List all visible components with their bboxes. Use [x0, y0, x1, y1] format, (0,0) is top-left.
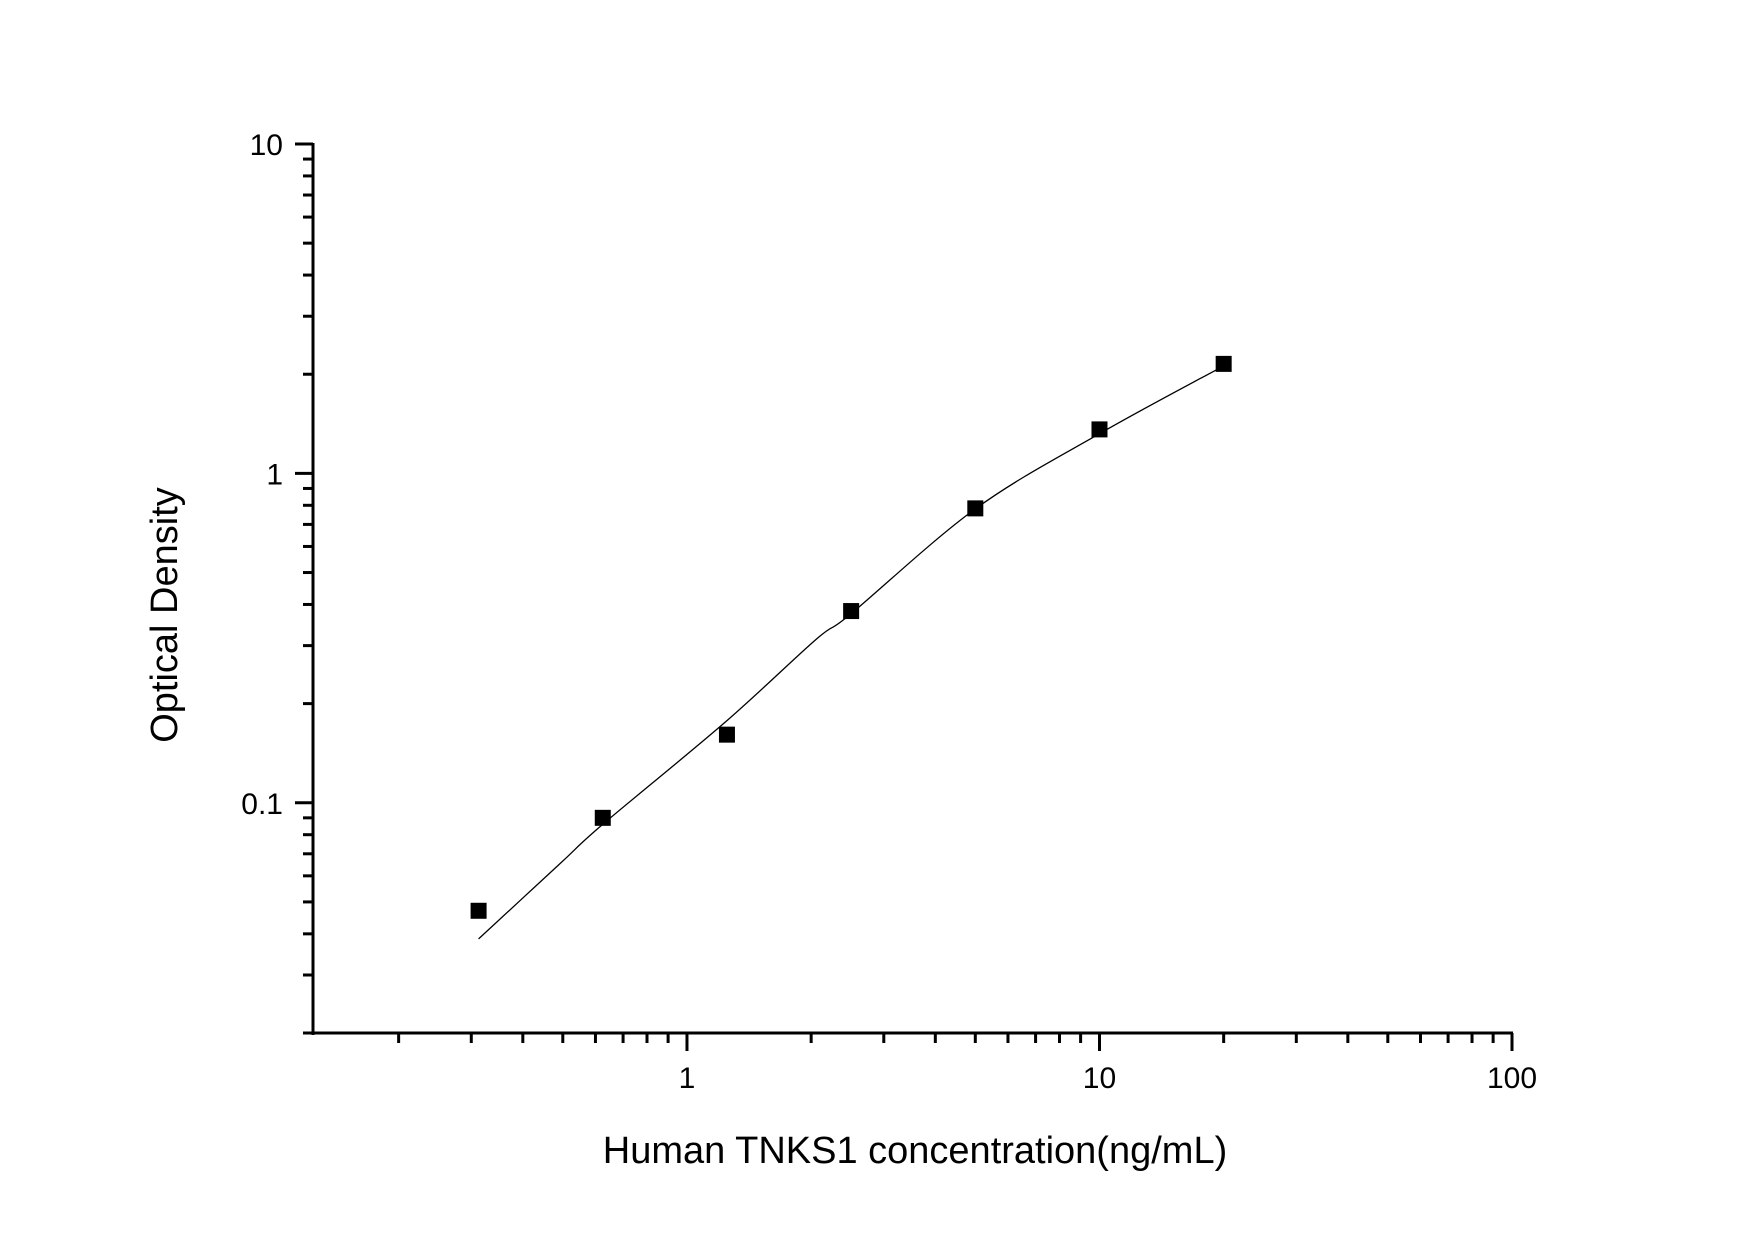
fit-curve [478, 365, 1225, 940]
data-point-marker [470, 902, 487, 919]
y-axis-ticks: 0.1 1 10 [241, 129, 313, 1035]
x-axis-title: Human TNKS1 concentration(ng/mL) [603, 1130, 1227, 1172]
y-axis-title: Optical Density [144, 487, 186, 743]
y-tick-label: 10 [250, 129, 283, 162]
y-tick-label: 0.1 [241, 788, 283, 821]
data-point-marker [1215, 355, 1232, 372]
data-point-marker [594, 809, 611, 826]
x-axis-ticks: 1 10 100 [397, 1033, 1537, 1095]
x-tick-label: 10 [1083, 1062, 1116, 1095]
data-point-marker [967, 500, 984, 517]
axes [305, 143, 1513, 1035]
data-point-marker [718, 726, 735, 743]
fit-curve-line [478, 365, 1225, 940]
data-points [470, 355, 1232, 919]
x-tick-label: 100 [1487, 1062, 1537, 1095]
data-point-marker [1091, 421, 1108, 438]
x-tick-label: 1 [679, 1062, 696, 1095]
data-point-marker [843, 603, 860, 620]
y-tick-label: 1 [266, 458, 283, 491]
